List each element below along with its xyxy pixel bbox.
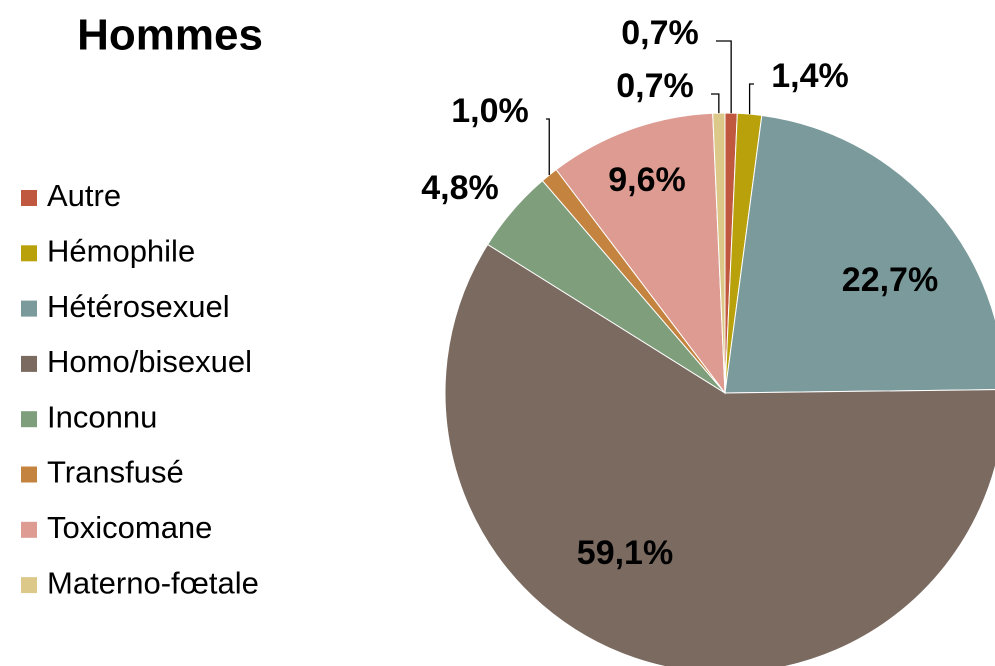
pie-slice <box>712 112 726 394</box>
pie-slice <box>444 243 995 666</box>
legend-label: Autre <box>47 178 121 213</box>
legend-label: Homo/bisexuel <box>47 344 252 379</box>
chart-title: Hommes <box>77 11 263 60</box>
legend-label: Materno-fœtale <box>47 565 259 600</box>
legend-swatch <box>21 411 37 428</box>
leader-line <box>748 83 754 115</box>
legend-label: Hémophile <box>47 233 195 268</box>
data-label: 22,7% <box>842 261 938 299</box>
legend-swatch <box>21 466 37 483</box>
pie-slice <box>724 114 995 394</box>
legend-label: Toxicomane <box>47 510 212 545</box>
leader-line <box>711 93 720 114</box>
legend-swatch <box>21 245 37 262</box>
legend-swatch <box>21 190 37 206</box>
leader-line <box>546 118 550 176</box>
legend-label: Inconnu <box>47 399 157 434</box>
data-label: 0,7% <box>621 14 699 52</box>
data-label: 59,1% <box>577 534 673 572</box>
leader-line <box>716 40 732 114</box>
legend-swatch <box>21 300 37 317</box>
data-label: 9,6% <box>608 161 686 199</box>
legend-swatch <box>21 577 37 594</box>
legend-label: Transfusé <box>47 455 184 490</box>
legend-swatch <box>21 355 37 372</box>
data-label: 0,7% <box>616 67 694 105</box>
data-label: 1,0% <box>451 92 529 130</box>
data-label: 1,4% <box>771 57 849 95</box>
data-label: 4,8% <box>421 169 499 207</box>
legend-swatch <box>21 521 37 538</box>
pie-slice <box>555 112 726 395</box>
legend-label: Hétérosexuel <box>47 289 230 324</box>
